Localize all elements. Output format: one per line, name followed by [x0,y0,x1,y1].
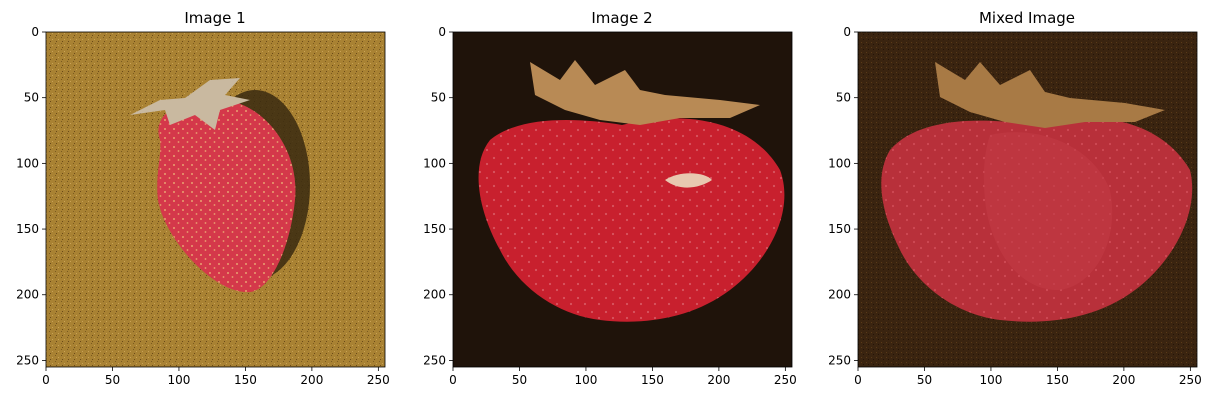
image-plot [46,32,385,367]
y-tick-label: 100 [16,156,39,170]
panel-image-1: Image 1 0 50 100 150 200 250 0 50 100 150 200 250 [16,9,390,387]
y-tick-label: 250 [16,353,39,367]
x-tick-label: 200 [1112,373,1135,387]
y-tick-label: 50 [836,91,851,105]
strawberry-inner-shape [983,132,1113,291]
x-tick-label: 0 [854,373,862,387]
y-tick-label: 200 [16,288,39,302]
x-tick-label: 250 [1179,373,1202,387]
x-tick-label: 50 [105,373,120,387]
y-tick-label: 0 [31,25,39,39]
x-axis: 0 50 100 150 200 250 [42,367,390,387]
axes-frame [452,31,793,368]
x-tick-label: 100 [167,373,190,387]
x-tick-label: 0 [449,373,457,387]
strawberry-highlight [665,173,712,188]
x-tick-label: 0 [42,373,50,387]
panel-mixed-image: Mixed Image 0 50 100 150 200 250 0 50 100 150 200… [828,9,1202,387]
x-tick-label: 250 [774,373,797,387]
x-tick-label: 50 [512,373,527,387]
y-tick-label: 0 [843,25,851,39]
y-tick-label: 250 [828,353,851,367]
x-tick-label: 200 [707,373,730,387]
strawberry-seeds [157,99,296,293]
x-tick-label: 200 [300,373,323,387]
panel-title: Image 1 [184,9,245,27]
y-tick-label: 0 [438,25,446,39]
strawberry-leaves [935,62,1165,128]
strawberry-leaves [130,78,250,130]
y-axis: 0 50 100 150 200 250 [423,25,453,367]
x-tick-label: 100 [979,373,1002,387]
panel-title: Image 2 [591,9,652,27]
y-tick-label: 250 [423,353,446,367]
x-tick-label: 150 [234,373,257,387]
image-plot [453,32,792,367]
panel-image-2: Image 2 0 50 100 150 200 250 0 50 100 150 200 250 [423,9,797,387]
axes-frame [857,31,1198,368]
y-tick-label: 200 [828,288,851,302]
x-tick-label: 250 [367,373,390,387]
x-tick-label: 150 [641,373,664,387]
y-tick-label: 150 [828,222,851,236]
x-axis: 0 50 100 150 200 250 [854,367,1202,387]
panel-title: Mixed Image [979,9,1075,27]
y-tick-label: 100 [828,156,851,170]
y-tick-label: 50 [24,91,39,105]
y-tick-label: 150 [423,222,446,236]
x-tick-label: 100 [574,373,597,387]
strawberry-seeds [478,118,785,322]
y-tick-label: 200 [423,288,446,302]
x-tick-label: 50 [917,373,932,387]
y-axis: 0 50 100 150 200 250 [16,25,46,367]
y-tick-label: 50 [431,91,446,105]
y-tick-label: 100 [423,156,446,170]
y-tick-label: 150 [16,222,39,236]
axes-frame [45,31,386,368]
image-plot [858,32,1197,367]
y-axis: 0 50 100 150 200 250 [828,25,858,367]
strawberry-leaves [530,60,760,125]
x-axis: 0 50 100 150 200 250 [449,367,797,387]
x-tick-label: 150 [1046,373,1069,387]
